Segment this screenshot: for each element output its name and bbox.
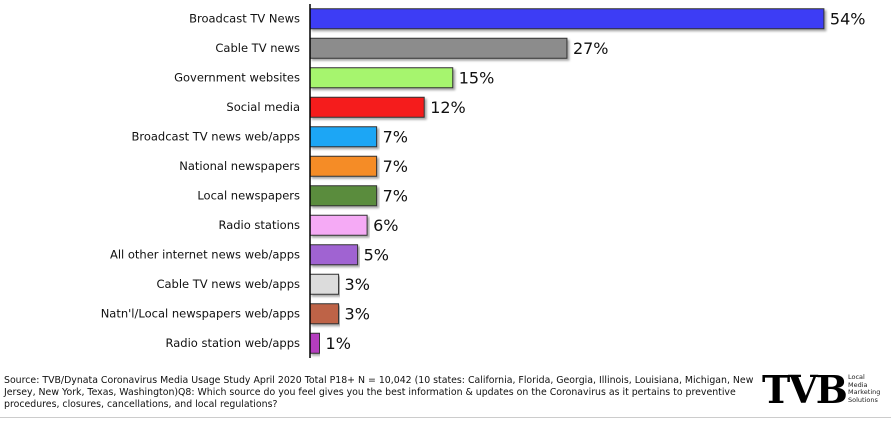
category-label: Social media [226, 100, 300, 114]
logo-tag-line: Media [848, 380, 868, 389]
category-label: Radio stations [218, 218, 300, 232]
bar [309, 273, 340, 295]
bar [309, 126, 378, 148]
category-label: Broadcast TV News [189, 11, 300, 25]
value-label: 15% [459, 68, 495, 87]
bar [309, 155, 378, 177]
logo: TVB Local Media Marketing Solutions [760, 370, 888, 412]
bar [309, 244, 359, 266]
logo-name: TVB [762, 367, 848, 412]
category-label: All other internet news web/apps [110, 247, 300, 261]
bar [309, 303, 340, 325]
value-label: 6% [373, 216, 398, 235]
value-label: 3% [345, 275, 370, 294]
category-label: Radio station web/apps [166, 336, 301, 350]
category-label: Cable TV news [215, 41, 300, 55]
logo-tagline: Local Media Marketing Solutions [848, 373, 881, 404]
divider [0, 417, 891, 418]
bar [309, 67, 454, 89]
chart: Broadcast TV News 54% Cable TV news 27% Gove… [101, 4, 866, 358]
logo-tag-line: Marketing [848, 388, 881, 396]
value-label: 7% [383, 186, 408, 205]
category-label: Cable TV news web/apps [156, 277, 300, 291]
bar [309, 332, 321, 354]
value-label: 7% [383, 157, 408, 176]
value-label: 5% [364, 245, 389, 264]
value-label: 7% [383, 127, 408, 146]
logo-tag-line: Solutions [848, 395, 878, 404]
category-label: Government websites [174, 70, 300, 84]
value-label: 3% [345, 304, 370, 323]
bar [309, 96, 425, 118]
bar [309, 185, 378, 207]
category-label: Broadcast TV news web/apps [131, 129, 300, 143]
category-label: National newspapers [179, 159, 300, 173]
source-note: Source: TVB/Dynata Coronavirus Media Usa… [4, 375, 754, 410]
bar [309, 8, 825, 30]
bar [309, 37, 568, 59]
value-label: 1% [326, 334, 351, 353]
category-label: Natn'l/Local newspapers web/apps [101, 306, 300, 320]
value-label: 54% [830, 9, 866, 28]
bar [309, 214, 368, 236]
value-label: 27% [573, 39, 609, 58]
logo-tag-line: Local [848, 373, 865, 381]
value-label: 12% [430, 98, 466, 117]
category-label: Local newspapers [197, 188, 300, 202]
